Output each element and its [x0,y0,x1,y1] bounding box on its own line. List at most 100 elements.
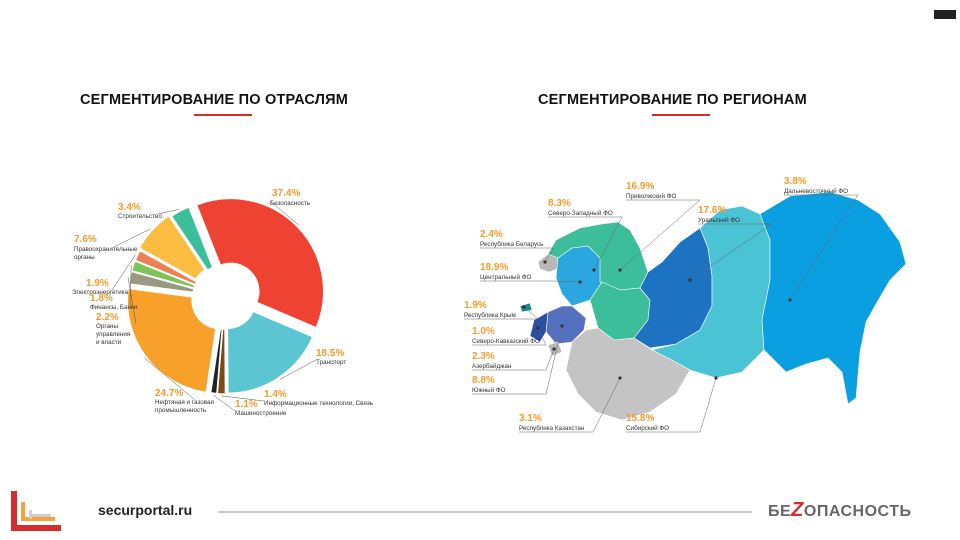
map-region-name: Центральный ФО [480,273,532,281]
pie-value-label: 2.2% [96,312,119,323]
map-region-kazakhstan [565,327,691,421]
pie-category-label: Органы [96,323,119,330]
pie-leader-машиностроение [213,395,236,412]
map-leader-dot [688,278,692,282]
pie-slice-транспорт [226,310,314,395]
map-region-name: Южный ФО [472,386,506,394]
map-value-label: 2.4% [480,229,503,240]
pie-value-label: 24.7% [155,388,183,399]
map-value-label: 2.3% [472,351,495,362]
map-leader-dot [788,298,792,302]
map-leader-dot [578,280,582,284]
left-title-underline [194,114,252,116]
pie-leader-строительство [157,209,180,215]
pie-category-label: управления [96,331,130,338]
map-leader-line [472,325,563,395]
map-leader-line [480,280,581,283]
pie-leader-финансы-банки [129,265,132,306]
pie-category-label: и власти [96,339,122,346]
pie-leader-нефтяная-и-газовая-промышленность [144,357,196,401]
pie-value-label: 37.4% [272,188,300,199]
pie-category-label: органы [74,254,95,261]
map-leader-dot [543,260,547,264]
pie-slice-электроэнергетика [134,249,198,286]
region-map-labels: 3.8%Дальневосточный ФО 16.9%Приволжский Ф… [464,176,859,433]
map-value-label: 17.6% [698,205,726,216]
pie-category-label: Информационные технологии, Связь [264,400,374,407]
map-leader-dot [560,324,564,328]
pie-slice-машиностроение [209,327,224,395]
pie-slice-строительство [170,206,214,272]
brand-z-letter: Z [791,499,804,521]
map-leader-dot [592,268,596,272]
map-leader-line [472,348,555,371]
corner-marker [934,10,956,19]
pie-category-label: Нефтяная и газовая [155,399,214,406]
brand-text-left: БЕ [768,503,792,520]
map-leader-line [626,377,717,433]
pie-value-label: 18.5% [316,348,344,359]
map-region-name: Республика Крым [464,311,516,319]
map-region-name: Республика Беларусь [480,240,544,248]
footer-url-link[interactable]: securportal.ru [98,502,193,518]
pie-slice-безопасность [195,197,325,329]
map-leader-dot [618,376,622,380]
map-value-label: 3.1% [519,413,542,424]
map-value-label: 3.8% [784,176,807,187]
pie-leader-информационные-технологии-связь [221,395,265,402]
pie-category-label: Электроэнергетика [72,289,129,296]
left-section-title: СЕГМЕНТИРОВАНИЕ ПО ОТРАСЛЯМ [80,92,348,108]
map-region-name: Уральский ФО [698,216,740,224]
map-region-name: Республика Казахстан [519,424,585,432]
pie-leader-правоохранительные-органы [113,228,151,248]
right-section-title: СЕГМЕНТИРОВАНИЕ ПО РЕГИОНАМ [538,92,807,108]
map-leader-line [689,223,773,281]
pie-category-label: Строительство [118,213,162,220]
map-leader-dot [522,305,526,309]
pie-value-label: 3.4% [118,202,141,213]
map-value-label: 15.8% [626,413,654,424]
pie-category-label: Безопасность [270,200,311,207]
pie-category-label: Машиностроение [235,410,287,417]
map-value-label: 8.3% [548,198,571,209]
map-region-south [545,305,587,345]
pie-value-label: 1.8% [90,293,113,304]
map-leader-dot [714,376,718,380]
map-region-name: Дальневосточный ФО [784,187,848,195]
pie-leader-транспорт [279,359,317,380]
map-leader-dot [618,268,622,272]
pie-value-label: 1.9% [86,278,109,289]
pie-category-label: Финансы, Банки [90,304,138,311]
pie-category-label: Транспорт [316,359,346,366]
industry-donut-chart [126,197,325,395]
map-leader-dot [536,326,540,330]
map-value-label: 18.9% [480,262,508,273]
map-region-far-east [759,191,907,405]
pie-slice-правоохранительные-органы [138,214,207,281]
map-leader-line [784,194,859,301]
map-value-label: 16.9% [626,181,654,192]
brand-logo: БЕZОПАСНОСТЬ [768,499,911,522]
right-title-underline [652,114,710,116]
pie-value-label: 1.4% [264,389,287,400]
map-leader-dot [552,347,556,351]
company-logo-icon [11,491,61,531]
pie-value-label: 1.1% [235,399,258,410]
region-map [519,191,907,421]
map-region-name: Сибирский ФО [626,424,669,432]
pie-slice-нефтяная-и-газовая-промышленность [126,287,217,394]
map-value-label: 1.9% [464,300,487,311]
map-value-label: 8.8% [472,375,495,386]
map-region-name: Приволжский ФО [626,192,677,200]
map-value-label: 1.0% [472,326,495,337]
brand-text-right: ОПАСНОСТЬ [803,503,912,520]
map-leader-line [464,306,539,320]
map-leader-line [472,327,547,346]
map-region-name: Азербайджан [472,362,512,370]
map-region-name: Северо-Западный ФО [548,209,613,217]
map-region-name: Северо-Кавказский ФО [472,337,540,345]
pie-leader-безопасность [269,200,299,226]
map-leader-line [519,377,621,433]
pie-leader-электроэнергетика [111,254,136,291]
